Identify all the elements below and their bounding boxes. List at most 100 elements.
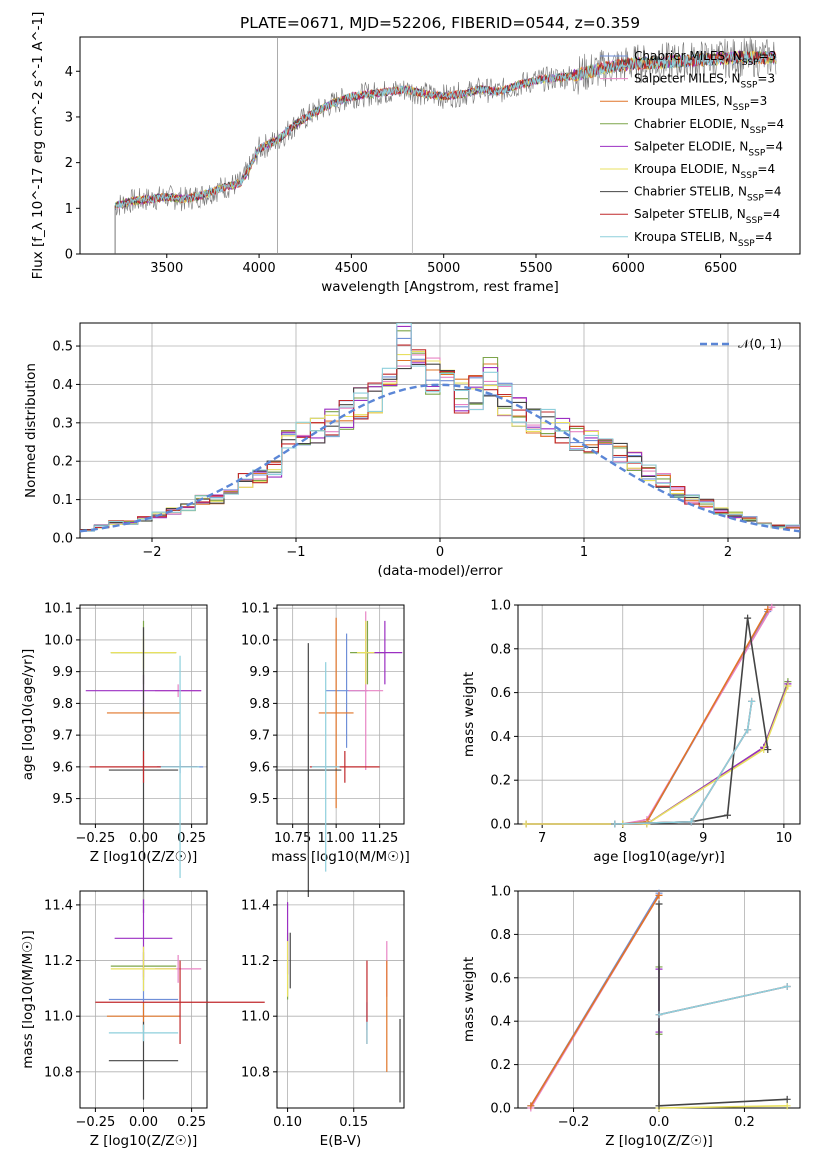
y-tick-label: 0.0: [52, 532, 73, 547]
plot-frame: [276, 890, 405, 1109]
weight-marker: [655, 1102, 663, 1110]
x-tick-label: 11.00: [318, 831, 355, 846]
weight-line: [614, 701, 753, 825]
plot-frame: [517, 604, 801, 825]
weight-marker: [522, 820, 530, 828]
x-tick-label: 5000: [427, 261, 460, 276]
y-tick-label: 9.7: [52, 729, 73, 744]
model-spectrum-line: [114, 50, 777, 208]
y-axis-label: Flux [f_λ 10^-17 erg cm^-2 s^-1 A^-1]: [30, 12, 46, 280]
y-tick-label: 10.0: [44, 633, 73, 648]
x-tick-label: 5500: [519, 261, 552, 276]
y-tick-label: 11.2: [241, 954, 270, 969]
weight-marker: [687, 818, 695, 826]
legend-label: Salpeter ELODIE, NSSP=4: [634, 139, 783, 158]
x-tick-label: 10.75: [274, 831, 311, 846]
y-tick-label: 9.6: [52, 760, 73, 775]
y-tick-label: 0.6: [490, 971, 511, 986]
x-tick-label: 0.10: [273, 1115, 302, 1130]
x-axis-label: age [log10(age/yr)]: [593, 849, 725, 865]
x-axis-label: (data-model)/error: [377, 563, 503, 579]
weight-marker: [783, 1102, 791, 1110]
y-tick-label: 3: [65, 110, 73, 125]
x-tick-label: −2: [142, 545, 161, 560]
x-tick-label: 3500: [150, 261, 183, 276]
x-tick-label: 0.0: [649, 1115, 670, 1130]
y-tick-label: 10.8: [44, 1065, 73, 1080]
x-tick-label: 7: [538, 831, 546, 846]
y-axis-label: mass weight: [461, 957, 477, 1042]
y-tick-label: 11.2: [44, 954, 73, 969]
y-tick-label: 0.0: [490, 1102, 511, 1117]
y-tick-label: 9.8: [52, 697, 73, 712]
x-tick-label: 0.00: [129, 1115, 158, 1130]
y-tick-label: 11.0: [241, 1010, 270, 1025]
x-axis-label: mass [log10(M/M☉)]: [271, 849, 410, 865]
y-tick-label: 9.8: [249, 697, 270, 712]
weight-marker: [611, 820, 619, 828]
weight-marker: [748, 697, 756, 705]
y-tick-label: 10.1: [44, 602, 73, 617]
histogram-step: [80, 323, 800, 532]
legend-label: Kroupa MILES, NSSP=3: [634, 94, 767, 113]
normal-curve: [79, 383, 801, 533]
x-tick-label: −0.25: [75, 1115, 115, 1130]
x-tick-label: 11.25: [361, 831, 398, 846]
weight-line: [530, 894, 660, 1107]
histogram-step: [80, 344, 800, 531]
weight-marker: [764, 605, 772, 613]
x-tick-label: −0.2: [558, 1115, 590, 1130]
y-tick-label: 9.5: [52, 792, 73, 807]
weight-marker: [768, 603, 776, 611]
legend-label: Chabrier ELODIE, NSSP=4: [634, 117, 784, 136]
weight-line: [658, 985, 788, 1016]
weight-line: [614, 701, 753, 825]
x-tick-label: 6000: [612, 261, 645, 276]
weight-marker: [655, 900, 663, 908]
y-axis-label: mass weight: [461, 672, 477, 757]
weight-marker: [744, 726, 752, 734]
x-tick-label: 0.15: [339, 1115, 368, 1130]
y-tick-label: 0.1: [52, 493, 73, 508]
y-tick-label: 0.0: [490, 818, 511, 833]
legend-label: Kroupa STELIB, NSSP=4: [634, 230, 772, 249]
y-axis-label: age [log10(age/yr)]: [20, 649, 36, 781]
x-tick-label: −0.25: [75, 831, 115, 846]
x-tick-label: 2: [724, 545, 732, 560]
y-tick-label: 0.4: [52, 378, 73, 393]
x-tick-label: 0: [436, 545, 444, 560]
y-tick-label: 10.8: [241, 1065, 270, 1080]
weight-marker: [783, 982, 791, 990]
weight-line: [658, 1105, 788, 1109]
x-axis-label: Z [log10(Z/Z☉)]: [90, 1133, 198, 1149]
y-tick-label: 11.4: [241, 898, 270, 913]
y-tick-label: 0.2: [490, 1058, 511, 1073]
weight-marker: [783, 1095, 791, 1103]
y-tick-label: 9.7: [249, 729, 270, 744]
weight-marker: [723, 811, 731, 819]
weight-marker: [764, 746, 772, 754]
legend-label: Kroupa ELODIE, NSSP=4: [634, 162, 775, 181]
y-tick-label: 10.1: [241, 602, 270, 617]
y-axis-label: Normed distribution: [23, 363, 39, 498]
y-tick-label: 0.5: [52, 340, 73, 355]
y-tick-label: 2: [65, 156, 73, 171]
x-tick-label: −1: [286, 545, 305, 560]
y-tick-label: 0.4: [490, 730, 511, 745]
x-tick-label: 4000: [243, 261, 276, 276]
x-axis-label: E(B-V): [320, 1133, 362, 1149]
y-tick-label: 0: [65, 248, 73, 263]
y-tick-label: 4: [65, 65, 73, 80]
model-spectrum-line: [114, 51, 776, 209]
x-tick-label: 6500: [704, 261, 737, 276]
x-axis-label: Z [log10(Z/Z☉)]: [605, 1133, 713, 1149]
y-tick-label: 1: [65, 202, 73, 217]
y-tick-label: 10.0: [241, 633, 270, 648]
x-tick-label: 4500: [335, 261, 368, 276]
y-tick-label: 9.9: [249, 665, 270, 680]
y-tick-label: 0.3: [52, 416, 73, 431]
y-tick-label: 9.9: [52, 665, 73, 680]
y-axis-label: mass [log10(M/M☉)]: [20, 930, 36, 1069]
observed-spectrum-line: [114, 37, 777, 216]
